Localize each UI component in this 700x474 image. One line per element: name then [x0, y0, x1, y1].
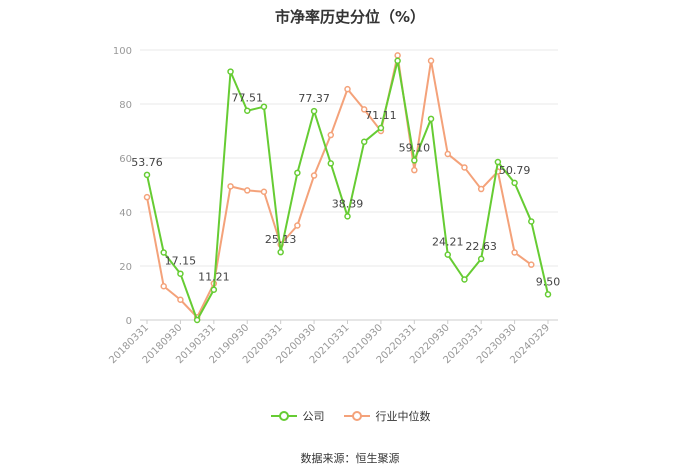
data-point-industry[interactable] [461, 164, 468, 171]
data-point-company[interactable] [394, 57, 401, 65]
data-label: 22.63 [465, 240, 497, 253]
y-tick-label: 80 [119, 100, 132, 111]
data-point-company[interactable] [227, 68, 234, 75]
data-point-company[interactable] [344, 213, 351, 220]
data-point-company[interactable] [427, 115, 435, 123]
data-point-industry[interactable] [160, 283, 167, 290]
grid-lines [140, 49, 558, 267]
data-point-industry[interactable] [411, 166, 418, 174]
data-point-company[interactable] [244, 107, 251, 114]
data-point-company[interactable] [461, 276, 468, 283]
data-label: 9.50 [536, 275, 561, 288]
data-point-company[interactable] [260, 103, 268, 110]
legend-label-industry: 行业中位数 [375, 410, 431, 423]
y-tick-label: 40 [119, 208, 132, 219]
data-point-company[interactable] [143, 171, 151, 179]
data-label: 77.37 [298, 92, 330, 105]
legend-label-company: 公司 [302, 410, 325, 423]
data-point-company[interactable] [160, 249, 167, 256]
data-label: 11.21 [198, 271, 230, 284]
data-label: 50.79 [499, 164, 531, 177]
data-point-company[interactable] [544, 291, 552, 298]
data-label: 77.51 [232, 92, 264, 105]
data-point-industry[interactable] [227, 183, 234, 190]
data-point-industry[interactable] [344, 85, 351, 93]
data-label: 59.10 [399, 141, 431, 154]
data-point-industry[interactable] [294, 222, 301, 229]
data-point-industry[interactable] [327, 131, 335, 139]
data-point-company[interactable] [210, 286, 218, 293]
data-point-company[interactable] [528, 218, 535, 225]
legend-company-line-icon [270, 411, 297, 421]
data-point-industry[interactable] [177, 296, 184, 303]
data-point-industry[interactable] [477, 185, 485, 193]
data-point-industry[interactable] [310, 172, 318, 179]
data-point-industry[interactable] [260, 188, 268, 195]
data-point-industry[interactable] [444, 150, 451, 158]
data-label: 25.13 [265, 233, 297, 246]
legend-industry-line-icon [343, 411, 370, 421]
data-point-industry[interactable] [427, 57, 435, 65]
data-point-industry[interactable] [360, 106, 368, 113]
data-point-company[interactable] [177, 270, 184, 277]
data-point-company[interactable] [294, 169, 301, 177]
data-point-company[interactable] [377, 124, 385, 132]
data-point-company[interactable] [477, 255, 485, 263]
legend: 公司 行业中位数 [0, 408, 700, 424]
data-label: 24.21 [432, 236, 464, 249]
source-note: 数据来源：恒生聚源 [300, 452, 400, 465]
data-point-company[interactable] [277, 248, 284, 256]
data-label: 71.11 [365, 109, 397, 122]
legend-item-industry[interactable]: 行业中位数 [343, 408, 431, 424]
data-label: 17.15 [165, 255, 197, 268]
y-tick-label: 0 [126, 316, 132, 327]
data-point-industry[interactable] [528, 261, 535, 268]
legend-item-company[interactable]: 公司 [270, 408, 325, 424]
y-tick-label: 100 [113, 46, 132, 57]
data-point-company[interactable] [511, 179, 518, 187]
data-point-company[interactable] [411, 157, 418, 164]
data-point-company[interactable] [494, 158, 502, 166]
data-point-company[interactable] [193, 316, 201, 324]
data-point-industry[interactable] [143, 193, 151, 201]
data-point-industry[interactable] [511, 249, 518, 256]
data-point-company[interactable] [327, 160, 335, 167]
data-label: 53.76 [131, 156, 163, 169]
chart-title: 市净率历史分位（%） [274, 8, 426, 26]
data-label: 38.39 [332, 197, 364, 210]
data-point-company[interactable] [444, 251, 451, 258]
y-tick-label: 60 [119, 154, 132, 165]
series-lines [143, 52, 552, 324]
data-point-company[interactable] [360, 138, 368, 146]
data-point-industry[interactable] [244, 187, 251, 194]
data-point-company[interactable] [310, 107, 318, 115]
data-point-industry[interactable] [394, 52, 401, 59]
y-tick-label: 20 [119, 262, 132, 273]
